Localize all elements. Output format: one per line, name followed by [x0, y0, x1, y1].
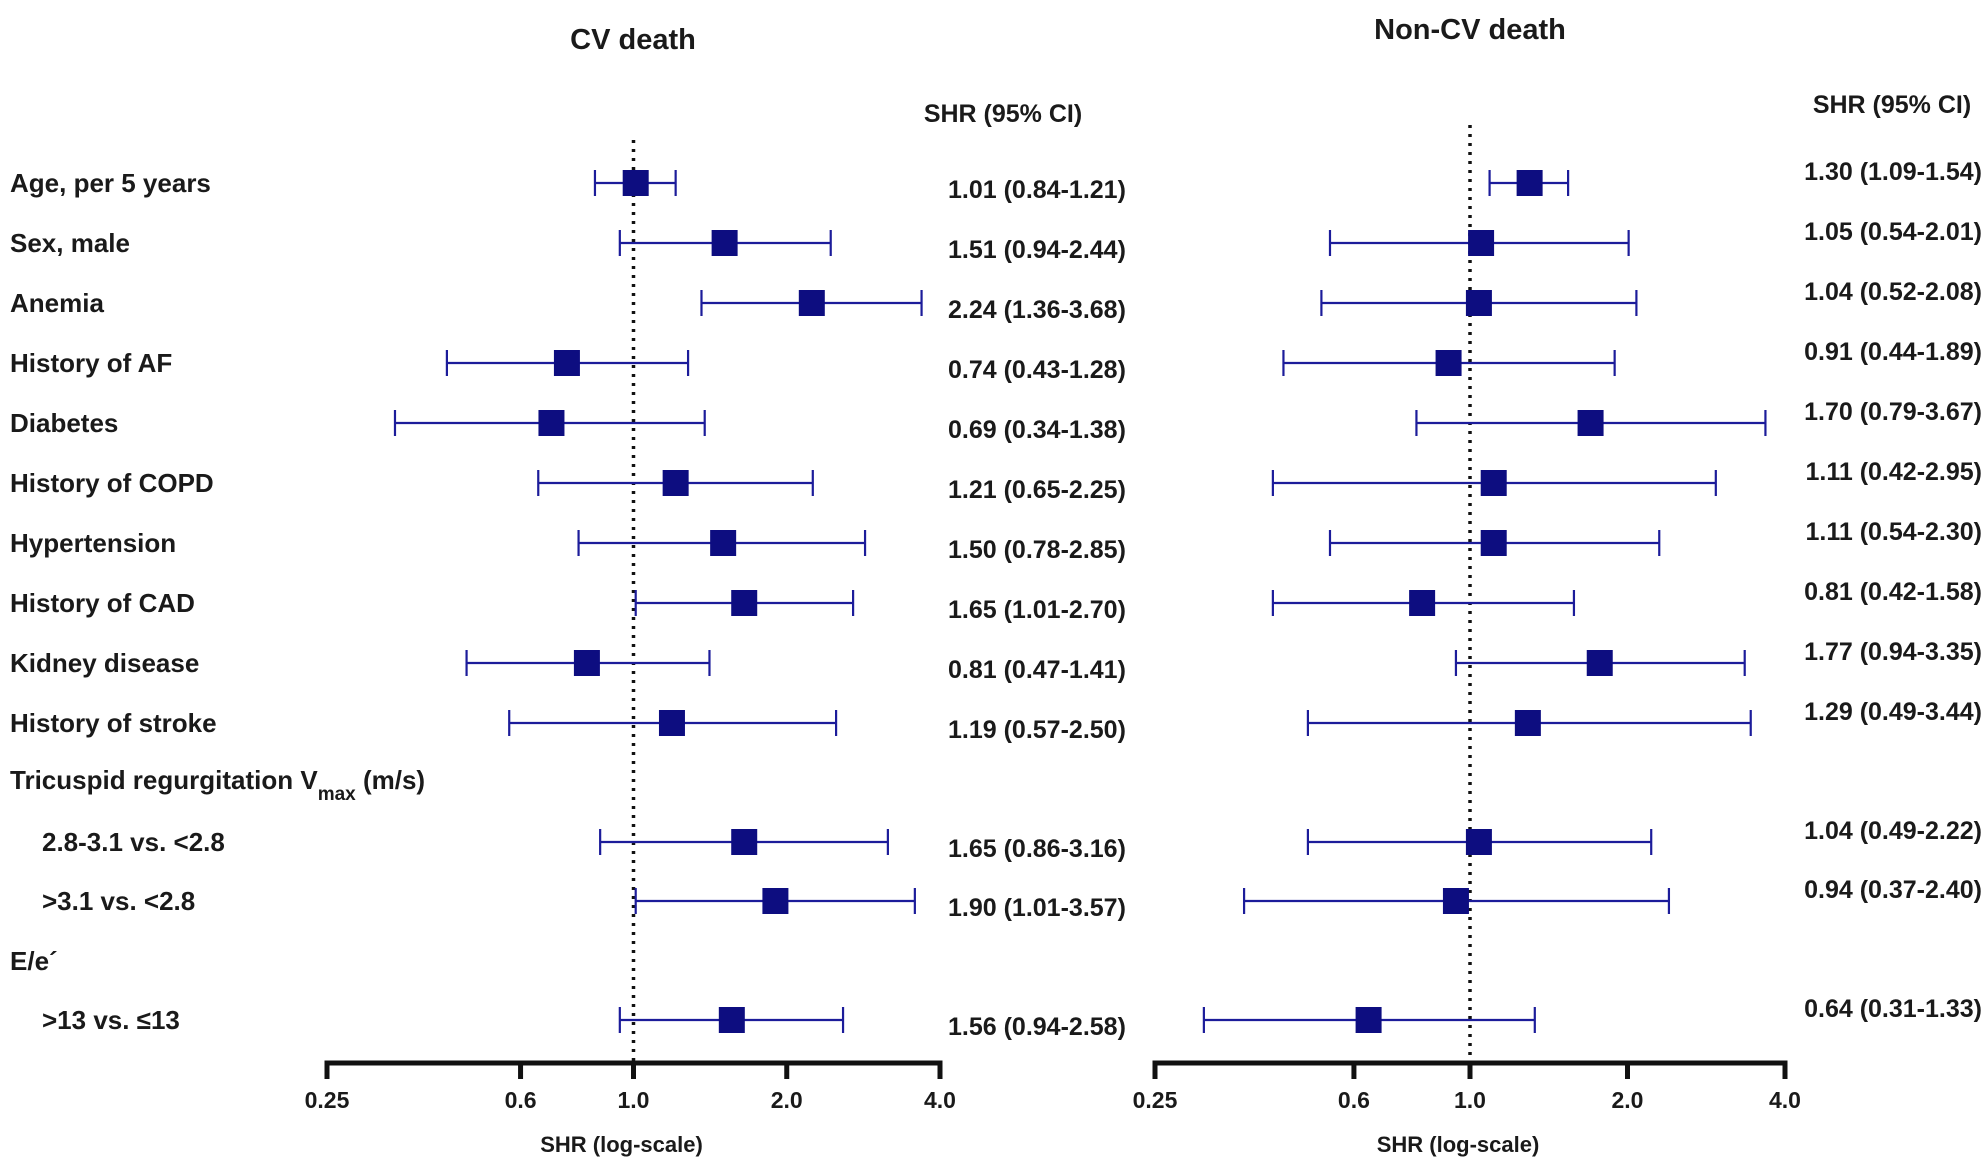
point-estimate-marker — [762, 888, 789, 914]
shr-ci-value: 1.65 (1.01-2.70) — [948, 596, 1126, 624]
x-tick-label: 0.6 — [1338, 1087, 1370, 1113]
point-estimate-marker — [1355, 1007, 1382, 1033]
shr-ci-value: 1.77 (0.94-3.35) — [1804, 638, 1982, 666]
shr-ci-value: 1.19 (0.57-2.50) — [948, 716, 1126, 744]
shr-ci-value: 1.70 (0.79-3.67) — [1804, 398, 1982, 426]
row-label: Age, per 5 years — [10, 168, 211, 198]
point-estimate-marker — [1409, 590, 1436, 616]
shr-ci-value: 0.81 (0.47-1.41) — [948, 656, 1126, 684]
shr-ci-value: 1.01 (0.84-1.21) — [948, 176, 1126, 204]
row-label: >3.1 vs. <2.8 — [42, 886, 195, 916]
row-label: Hypertension — [10, 528, 176, 558]
shr-ci-value: 0.94 (0.37-2.40) — [1804, 876, 1982, 904]
point-estimate-marker — [711, 230, 738, 256]
point-estimate-marker — [1465, 829, 1492, 855]
point-estimate-marker — [798, 290, 825, 316]
point-estimate-marker — [573, 650, 600, 676]
shr-ci-value: 0.64 (0.31-1.33) — [1804, 995, 1982, 1023]
point-estimate-marker — [1586, 650, 1613, 676]
row-label: Tricuspid regurgitation Vmax (m/s) — [10, 765, 425, 805]
point-estimate-marker — [1465, 290, 1492, 316]
point-estimate-marker — [1442, 888, 1469, 914]
row-label: Diabetes — [10, 408, 118, 438]
point-estimate-marker — [731, 829, 758, 855]
row-label: E/e´ — [10, 946, 58, 976]
point-estimate-marker — [731, 590, 758, 616]
point-estimate-marker — [553, 350, 580, 376]
point-estimate-marker — [1435, 350, 1462, 376]
x-tick-label: 1.0 — [1454, 1087, 1486, 1113]
row-label: History of COPD — [10, 468, 214, 498]
row-label: 2.8-3.1 vs. <2.8 — [42, 827, 225, 857]
point-estimate-marker — [662, 470, 689, 496]
x-tick-label: 2.0 — [1612, 1087, 1644, 1113]
panel-cv-death: CV death SHR (95% CI) 0.25 0.6 1.0 2.0 4.0 SHR … — [305, 24, 1126, 1157]
row-label: History of stroke — [10, 708, 217, 738]
shr-ci-value: 0.74 (0.43-1.28) — [948, 356, 1126, 384]
shr-ci-value: 0.81 (0.42-1.58) — [1804, 578, 1982, 606]
shr-ci-value: 1.05 (0.54-2.01) — [1804, 218, 1982, 246]
shr-ci-value: 1.56 (0.94-2.58) — [948, 1013, 1126, 1041]
shr-ci-value: 0.69 (0.34-1.38) — [948, 416, 1126, 444]
shr-ci-value: 1.30 (1.09-1.54) — [1804, 158, 1982, 186]
row-labels: Age, per 5 years Sex, male Anemia History o… — [10, 168, 425, 1035]
point-estimate-marker — [1516, 170, 1543, 196]
point-estimate-marker — [538, 410, 565, 436]
shr-ci-value: 1.29 (0.49-3.44) — [1804, 698, 1982, 726]
point-estimate-marker — [658, 710, 685, 736]
shr-ci-value: 1.51 (0.94-2.44) — [948, 236, 1126, 264]
point-estimate-marker — [1468, 230, 1495, 256]
point-estimate-marker — [622, 170, 649, 196]
point-estimate-marker — [1577, 410, 1604, 436]
point-estimate-marker — [1480, 530, 1507, 556]
panel-title: CV death — [570, 24, 696, 56]
row-label: Kidney disease — [10, 648, 199, 678]
shr-ci-value: 1.21 (0.65-2.25) — [948, 476, 1126, 504]
x-tick-label: 2.0 — [771, 1087, 803, 1113]
x-tick-label: 0.6 — [505, 1087, 537, 1113]
shr-ci-value: 1.11 (0.54-2.30) — [1805, 518, 1982, 546]
x-tick-label: 4.0 — [1769, 1087, 1801, 1113]
shr-ci-value: 1.11 (0.42-2.95) — [1805, 458, 1982, 486]
panel-non-cv-death: Non-CV death SHR (95% CI) 0.25 0.6 1.0 2.0 4.0… — [1133, 14, 1982, 1157]
panel-title: Non-CV death — [1374, 14, 1566, 46]
row-label: History of CAD — [10, 588, 195, 618]
row-label: Anemia — [10, 288, 104, 318]
ci-column-header: SHR (95% CI) — [1813, 91, 1971, 119]
shr-ci-value: 1.90 (1.01-3.57) — [948, 894, 1126, 922]
row-label: Sex, male — [10, 228, 130, 258]
x-tick-label: 1.0 — [618, 1087, 650, 1113]
point-estimate-marker — [1514, 710, 1541, 736]
shr-ci-value: 1.65 (0.86-3.16) — [948, 835, 1126, 863]
shr-ci-value: 0.91 (0.44-1.89) — [1804, 338, 1982, 366]
ci-column-header: SHR (95% CI) — [924, 100, 1082, 128]
x-tick-label: 0.25 — [1133, 1087, 1178, 1113]
x-tick-label: 0.25 — [305, 1087, 350, 1113]
shr-ci-value: 2.24 (1.36-3.68) — [948, 296, 1126, 324]
x-tick-label: 4.0 — [924, 1087, 956, 1113]
shr-ci-value: 1.04 (0.49-2.22) — [1804, 817, 1982, 845]
x-axis-title: SHR (log-scale) — [1377, 1132, 1540, 1157]
point-estimate-marker — [1480, 470, 1507, 496]
shr-ci-value: 1.50 (0.78-2.85) — [948, 536, 1126, 564]
shr-ci-value: 1.04 (0.52-2.08) — [1804, 278, 1982, 306]
point-estimate-marker — [710, 530, 737, 556]
row-label: >13 vs. ≤13 — [42, 1005, 180, 1035]
x-axis-title: SHR (log-scale) — [540, 1132, 703, 1157]
point-estimate-marker — [718, 1007, 745, 1033]
row-label: History of AF — [10, 348, 172, 378]
